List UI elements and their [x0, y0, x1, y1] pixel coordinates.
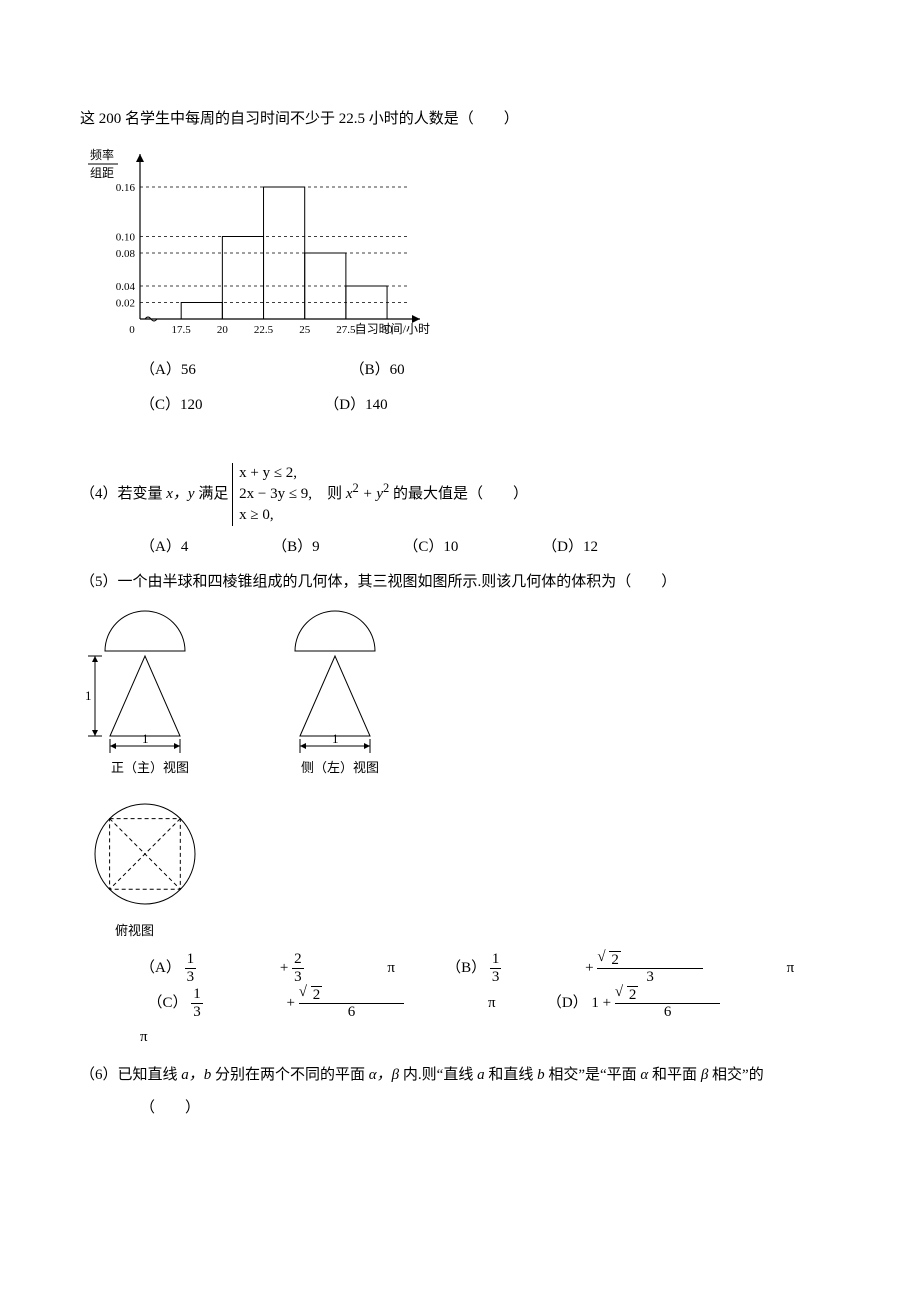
q4-mid: 满足 — [195, 486, 233, 502]
svg-text:22.5: 22.5 — [254, 324, 274, 336]
q3-stem: 这 200 名学生中每周的自习时间不少于 22.5 小时的人数是（ ） — [80, 106, 840, 133]
q6-a: a — [477, 1067, 485, 1083]
q5-c-f2: 26 — [299, 986, 445, 1021]
svg-text:0.10: 0.10 — [116, 232, 136, 244]
q3-opt-d: 140 — [365, 397, 388, 413]
q4-opt-a: 4 — [181, 539, 189, 555]
q6-blank: （ ） — [80, 1095, 840, 1122]
q4-c3: x ≥ 0, — [239, 505, 312, 526]
q6-ab: a，b — [181, 1067, 211, 1083]
q4-opt-c: 10 — [443, 539, 458, 555]
svg-text:17.5: 17.5 — [172, 324, 192, 336]
q5-top-label: 俯视图 — [80, 919, 840, 942]
svg-text:27.5: 27.5 — [336, 324, 356, 336]
q5-b-f2: 23 — [597, 951, 743, 986]
q3-options-2: （C）120 （D）140 — [80, 392, 840, 419]
q4-prefix: （4）若变量 — [80, 486, 166, 502]
q6-s6: 和平面 — [648, 1067, 701, 1083]
q6-s4: 和直线 — [485, 1067, 538, 1083]
q5-b-f1: 13 — [490, 951, 542, 985]
q5-front-label: 正（主）视图 — [80, 756, 220, 779]
q4-vars: x，y — [166, 486, 194, 502]
q5-stem: （5）一个由半球和四棱锥组成的几何体，其三视图如图所示.则该几何体的体积为（ ） — [80, 569, 840, 596]
svg-text:组距: 组距 — [90, 166, 114, 180]
q5-c-f1: 13 — [191, 986, 243, 1020]
svg-text:0.16: 0.16 — [116, 182, 136, 194]
q4-suf2: 的最大值是（ ） — [389, 486, 528, 502]
q6-alphabeta: α，β — [369, 1067, 399, 1083]
svg-text:0: 0 — [129, 324, 135, 336]
q5-front-view: 1 1 正（主）视图 — [80, 606, 220, 779]
q6-stem: （6）已知直线 a，b 分别在两个不同的平面 α，β 内.则“直线 a 和直线 … — [80, 1062, 840, 1089]
q6-s7: 相交”的 — [708, 1067, 763, 1083]
q4-options: （A）4 （B）9 （C）10 （D）12 — [80, 534, 840, 561]
svg-text:0.04: 0.04 — [116, 281, 136, 293]
q3-opt-a: 56 — [181, 362, 196, 378]
q5-a-f2: 23 — [292, 951, 344, 985]
q5-side-view: 1 侧（左）视图 — [270, 606, 410, 779]
q4-c1: x + y ≤ 2, — [239, 463, 312, 484]
q5-options: （A） 13 + 23 π （B） 13 + 23 π （C） 13 + 26 … — [80, 951, 840, 1054]
q4-expr: x2 + y2 — [346, 486, 389, 502]
q6-s2: 分别在两个不同的平面 — [211, 1067, 369, 1083]
svg-text:20: 20 — [217, 324, 229, 336]
q4-constraints: x + y ≤ 2, 2x − 3y ≤ 9, x ≥ 0, — [232, 463, 312, 526]
q5-views-row1: 1 1 正（主）视图 1 侧（左）视图 — [80, 606, 840, 779]
q3-opt-b: 60 — [390, 362, 405, 378]
svg-text:0.02: 0.02 — [116, 298, 135, 310]
svg-text:1: 1 — [332, 731, 339, 746]
q4-opt-d: 12 — [583, 539, 598, 555]
q5-d-f1: 26 — [615, 986, 761, 1021]
svg-text:自习时间/小时: 自习时间/小时 — [355, 322, 430, 336]
svg-text:1: 1 — [85, 688, 92, 703]
q4-opt-b: 9 — [312, 539, 320, 555]
svg-text:1: 1 — [142, 731, 149, 746]
q3-options: （A）56 （B）60 — [80, 357, 840, 384]
q4-c2: 2x − 3y ≤ 9, — [239, 484, 312, 505]
q3-histogram: 频率组距 0.02 0.04 0.08 0.10 0.16 0 17.5 20 22.5 25 27.… — [80, 139, 840, 349]
q4-suf1: 则 — [327, 486, 346, 502]
q5-a-f1: 13 — [185, 951, 237, 985]
q6-s1: （6）已知直线 — [80, 1067, 181, 1083]
svg-text:25: 25 — [299, 324, 311, 336]
svg-text:0.08: 0.08 — [116, 248, 136, 260]
q6-s5: 相交”是“平面 — [545, 1067, 641, 1083]
q3-opt-c: 120 — [180, 397, 203, 413]
q6-b: b — [537, 1067, 545, 1083]
q5-side-label: 侧（左）视图 — [270, 756, 410, 779]
q5-top-view: 俯视图 — [80, 789, 840, 942]
q4-stem: （4）若变量 x，y 满足 x + y ≤ 2, 2x − 3y ≤ 9, x … — [80, 463, 840, 526]
q6-s3: 内.则“直线 — [399, 1067, 477, 1083]
svg-text:频率: 频率 — [90, 147, 114, 162]
